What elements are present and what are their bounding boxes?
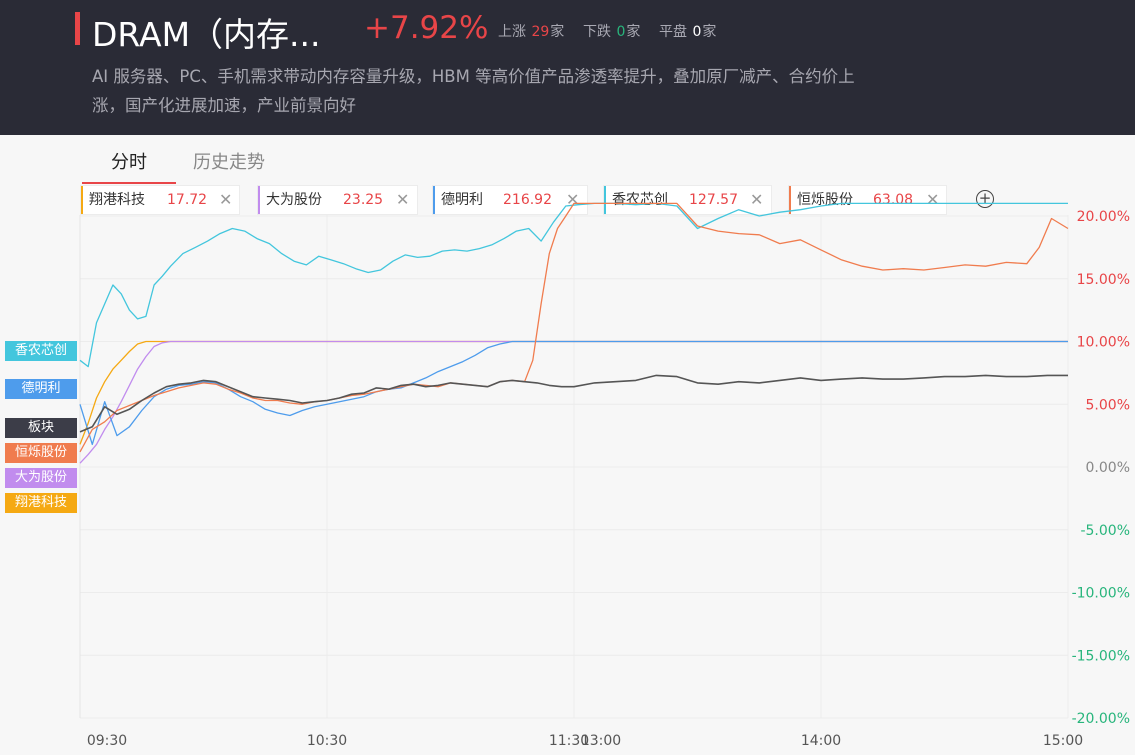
tag-dawei: 大为股份 — [5, 468, 77, 488]
sector-title: DRAM（内存... — [92, 15, 321, 54]
x-tick-label: 10:30 — [307, 733, 347, 749]
y-tick-label: 15.00% — [1077, 272, 1130, 288]
title-accent-bar — [75, 12, 80, 45]
up-unit: 家 — [550, 24, 565, 40]
tab-history[interactable]: 历史走势 — [193, 152, 265, 173]
up-count: 29 — [531, 24, 550, 40]
series-line-板块 — [79, 374, 1068, 433]
chip-xianggang[interactable]: 翔港科技 17.72 ✕ — [80, 185, 240, 215]
chip-color-bar — [258, 186, 260, 214]
close-icon[interactable]: ✕ — [219, 190, 233, 209]
y-tick-label: 5.00% — [1086, 397, 1130, 413]
header-bar: DRAM（内存... +7.92% 上涨 29家 下跌 0家 平盘 0家 AI … — [0, 0, 1135, 135]
series-line-大为股份 — [79, 340, 1068, 464]
down-unit: 家 — [626, 24, 641, 40]
series-line-德明利 — [79, 340, 1068, 446]
tag-sector: 板块 — [5, 418, 77, 438]
x-tick-label: 15:00 — [1043, 733, 1083, 749]
close-icon[interactable]: ✕ — [926, 190, 940, 209]
active-tab-underline — [82, 182, 176, 184]
chip-name: 大为股份 — [266, 192, 322, 208]
y-tick-label: 10.00% — [1077, 335, 1130, 351]
chip-color-bar — [604, 186, 606, 214]
chip-value: 127.57 — [689, 192, 738, 208]
flat-count-stat: 平盘 0家 — [659, 21, 716, 41]
series-line-香农芯创 — [79, 202, 1068, 368]
y-tick-label: 0.00% — [1086, 460, 1130, 476]
x-tick-label: 13:00 — [581, 733, 621, 749]
down-count: 0 — [616, 24, 626, 40]
close-icon[interactable]: ✕ — [566, 190, 580, 209]
up-label: 上涨 — [498, 24, 526, 40]
tag-xianggang: 翔港科技 — [5, 493, 77, 513]
chip-color-bar — [81, 186, 83, 214]
x-tick-label: 09:30 — [87, 733, 127, 749]
chip-color-bar — [433, 186, 435, 214]
flat-unit: 家 — [702, 24, 717, 40]
y-tick-label: -20.00% — [1072, 711, 1130, 727]
chip-value: 216.92 — [503, 192, 552, 208]
flat-count: 0 — [692, 24, 702, 40]
chip-dawei[interactable]: 大为股份 23.25 ✕ — [257, 185, 418, 215]
chip-value: 17.72 — [167, 192, 208, 208]
flat-label: 平盘 — [659, 24, 687, 40]
y-tick-label: -10.00% — [1072, 586, 1130, 602]
y-tick-label: -5.00% — [1080, 523, 1130, 539]
chip-hengshuo[interactable]: 恒烁股份 63.08 ✕ — [788, 185, 947, 215]
y-tick-label: -15.00% — [1072, 648, 1130, 664]
close-icon[interactable]: ✕ — [750, 190, 764, 209]
x-tick-label: 14:00 — [801, 733, 841, 749]
close-icon[interactable]: ✕ — [396, 190, 410, 209]
series-line-翔港科技 — [79, 340, 1068, 445]
tab-intraday[interactable]: 分时 — [111, 152, 147, 173]
sector-description: AI 服务器、PC、手机需求带动内存容量升级，HBM 等高价值产品渗透率提升，叠… — [92, 67, 855, 115]
tag-hengshuo: 恒烁股份 — [5, 443, 77, 463]
sector-change: +7.92% — [364, 10, 489, 46]
tag-xiangnong: 香农芯创 — [5, 341, 77, 361]
down-count-stat: 下跌 0家 — [583, 21, 640, 41]
down-label: 下跌 — [583, 24, 611, 40]
chip-value: 23.25 — [343, 192, 384, 208]
chip-name: 翔港科技 — [89, 192, 145, 208]
chip-xiangnong[interactable]: 香农芯创 127.57 ✕ — [603, 185, 772, 215]
tag-deming: 德明利 — [5, 379, 77, 399]
add-stock-icon[interactable]: + — [976, 190, 994, 208]
up-count-stat: 上涨 29家 — [498, 21, 564, 41]
chip-name: 德明利 — [441, 192, 483, 208]
x-tick-label: 11:30 — [549, 733, 589, 749]
chip-color-bar — [789, 186, 791, 214]
y-tick-label: 20.00% — [1077, 209, 1130, 225]
